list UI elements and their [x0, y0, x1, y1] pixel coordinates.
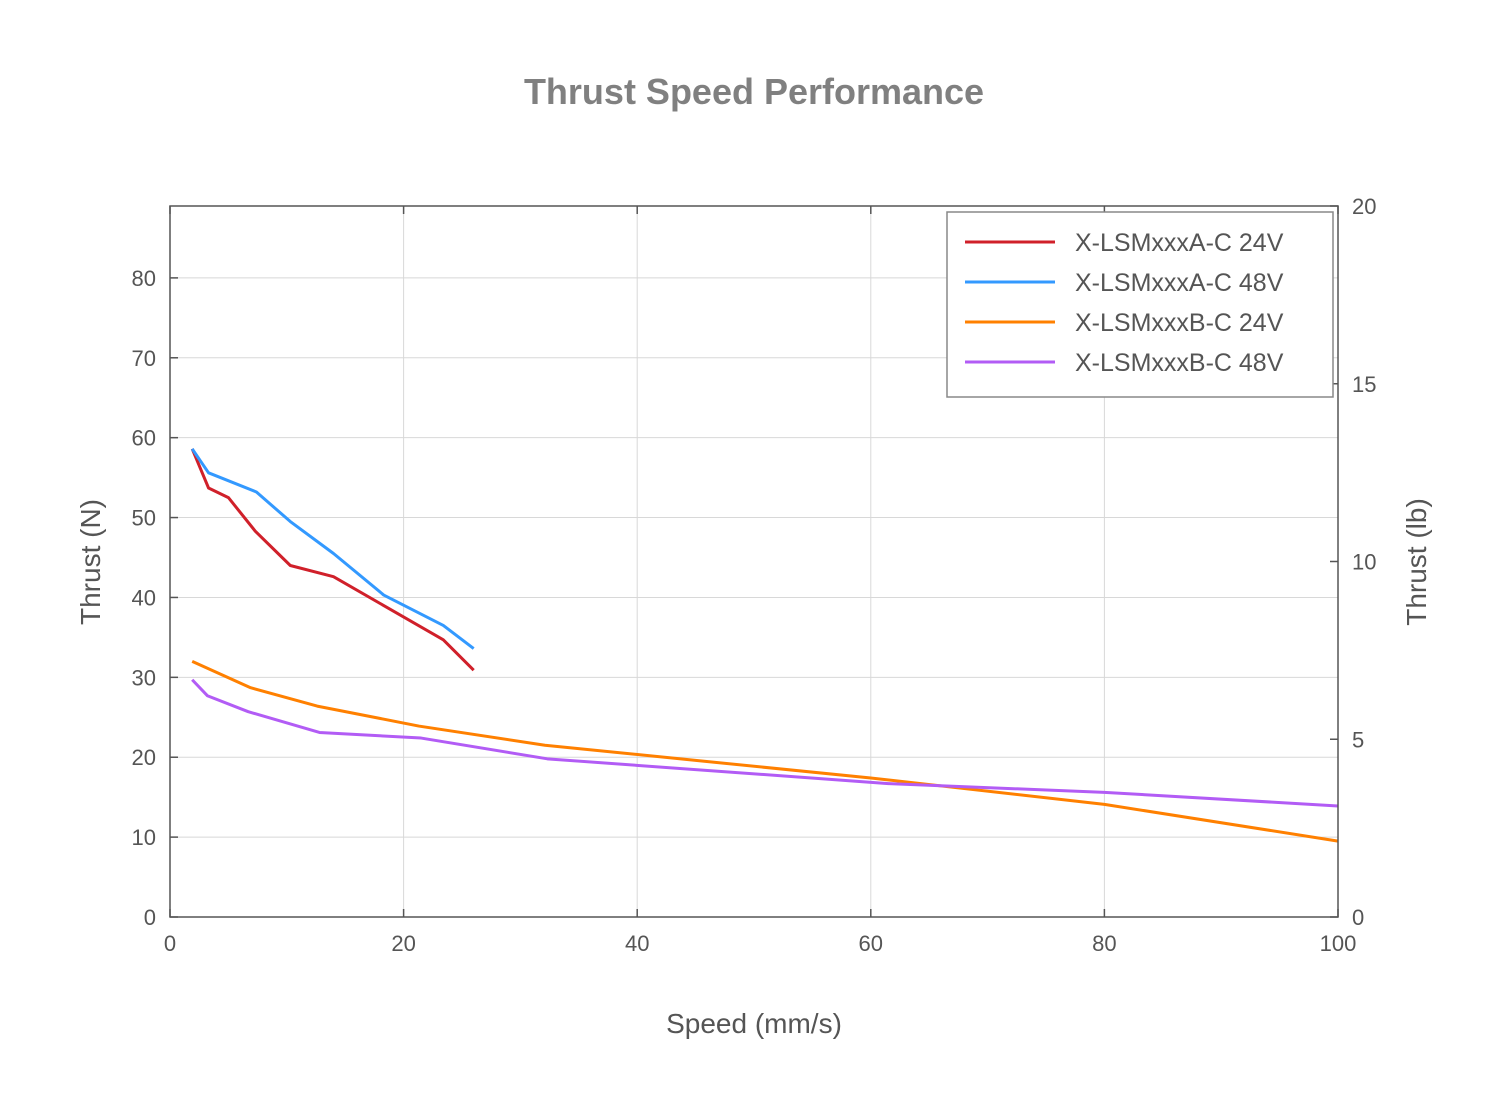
- x-tick-label: 80: [1092, 931, 1116, 956]
- series-line-1: [190, 448, 475, 672]
- y-tick-label: 60: [132, 426, 156, 451]
- x-axis-label: Speed (mm/s): [666, 1008, 842, 1039]
- x-tick-label: 20: [391, 931, 415, 956]
- y-tick-label: 70: [132, 346, 156, 371]
- legend-label-1: X-LSMxxxA-C 24V: [1075, 229, 1284, 257]
- y2-tick-label: 20: [1352, 194, 1376, 219]
- y-tick-label: 30: [132, 665, 156, 690]
- series-line-3: [191, 659, 1339, 843]
- y-axis-label: Thrust (N): [75, 499, 106, 625]
- series-line-4: [191, 678, 1339, 808]
- y-tick-label: 0: [144, 905, 156, 930]
- y2-tick-label: 5: [1352, 727, 1364, 752]
- y-tick-label: 80: [132, 266, 156, 291]
- legend-label-2: X-LSMxxxA-C 48V: [1075, 269, 1284, 297]
- x-tick-label: 100: [1320, 931, 1357, 956]
- y2-tick-label: 15: [1352, 372, 1376, 397]
- y-tick-label: 20: [132, 745, 156, 770]
- legend-label-3: X-LSMxxxB-C 24V: [1075, 309, 1284, 337]
- chart-title: Thrust Speed Performance: [524, 71, 984, 112]
- y2-tick-label: 0: [1352, 905, 1364, 930]
- x-tick-label: 40: [625, 931, 649, 956]
- x-tick-label: 0: [164, 931, 176, 956]
- y-tick-label: 50: [132, 506, 156, 531]
- legend: X-LSMxxxA-C 24V X-LSMxxxA-C 48V X-LSMxxxB-…: [946, 211, 1334, 398]
- y-tick-label: 40: [132, 585, 156, 610]
- y-tick-label: 10: [132, 825, 156, 850]
- series-line-2: [190, 448, 475, 650]
- x-tick-label: 60: [859, 931, 883, 956]
- legend-label-4: X-LSMxxxB-C 48V: [1075, 349, 1284, 377]
- y2-tick-label: 10: [1352, 550, 1376, 575]
- y2-axis-label: Thrust (lb): [1401, 498, 1432, 626]
